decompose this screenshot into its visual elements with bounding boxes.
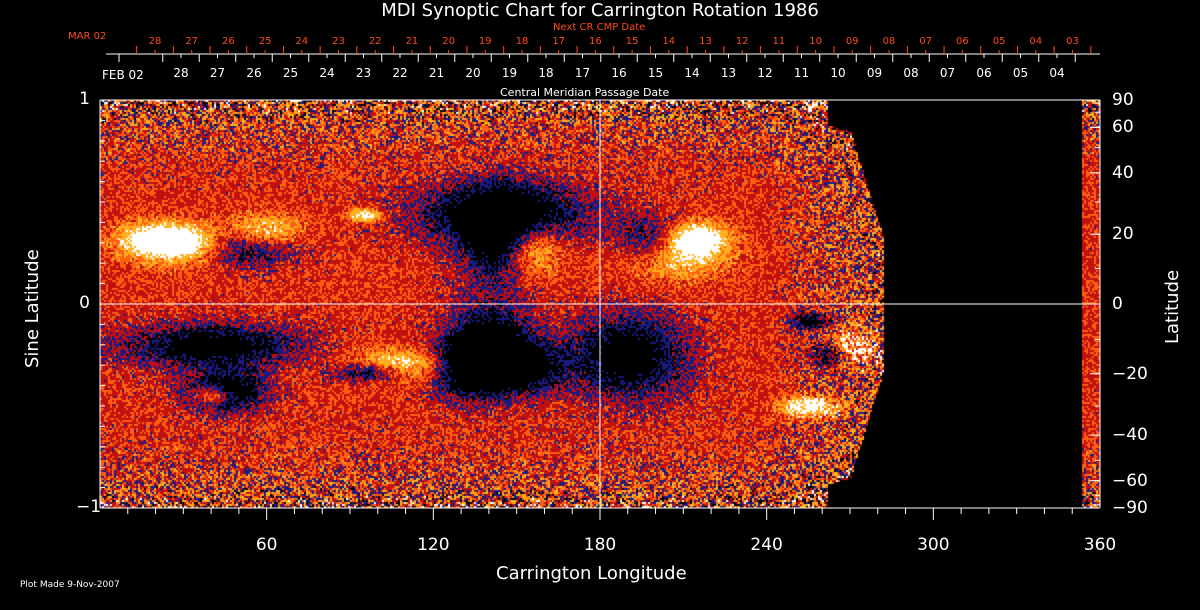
chart-title: MDI Synoptic Chart for Carrington Rotati… <box>381 0 819 21</box>
cmp-day-label: 11 <box>793 66 810 80</box>
y-tick-label-right: −40 <box>1112 425 1148 446</box>
next-cr-day-label: 19 <box>478 36 492 47</box>
y-tick-label-left: 1 <box>79 89 90 109</box>
cmp-start-label: FEB 02 <box>102 68 144 82</box>
cmp-day-label: 23 <box>355 66 372 80</box>
next-cr-day-label: 26 <box>222 36 235 47</box>
x-tick-label: 120 <box>417 535 450 555</box>
next-cr-day-label: 13 <box>699 36 712 47</box>
cmp-day-label: 14 <box>684 66 700 80</box>
cmp-day-label: 04 <box>1049 66 1065 80</box>
next-cr-day-label: 17 <box>552 36 566 47</box>
y-tick-label-right: 0 <box>1112 294 1123 314</box>
y-tick-label-right: −90 <box>1112 498 1148 518</box>
cmp-day-label: 09 <box>866 66 883 80</box>
next-cr-start-label: MAR 02 <box>68 31 107 42</box>
next-cr-day-label: 20 <box>442 36 455 47</box>
next-cr-day-label: 14 <box>662 36 676 47</box>
cmp-day-label: 06 <box>976 66 992 80</box>
next-cr-day-label: 21 <box>405 36 419 47</box>
cmp-day-label: 12 <box>757 66 773 80</box>
y-tick-label-right: 90 <box>1112 90 1134 110</box>
y-tick-label-left: 0 <box>79 293 90 313</box>
y-tick-label-right: 40 <box>1112 162 1134 183</box>
next-cr-day-label: 28 <box>148 36 162 47</box>
y-tick-label-left: −1 <box>76 497 102 517</box>
x-tick-label: 300 <box>917 535 950 555</box>
next-cr-day-label: 18 <box>515 36 529 47</box>
y-tick-label-right: −20 <box>1112 363 1148 384</box>
plot-made-note: Plot Made 9-Nov-2007 <box>20 580 120 590</box>
cmp-day-label: 17 <box>574 66 591 80</box>
cmp-day-label: 13 <box>720 66 737 80</box>
cmp-day-label: 21 <box>428 66 445 80</box>
x-tick-label: 240 <box>750 535 783 555</box>
y-axis-label-right: Latitude <box>1162 269 1183 344</box>
next-cr-day-label: 07 <box>919 36 933 47</box>
cmp-day-label: 16 <box>611 66 627 80</box>
cmp-day-label: 26 <box>246 66 262 80</box>
y-tick-label-right: 20 <box>1112 224 1134 245</box>
next-cr-day-label: 11 <box>772 36 786 47</box>
y-axis-label-left: Sine Latitude <box>22 249 43 368</box>
cmp-day-label: 07 <box>939 66 956 80</box>
cmp-day-label: 08 <box>903 66 919 80</box>
next-cr-day-label: 12 <box>735 36 749 47</box>
next-cr-day-label: 09 <box>845 36 859 47</box>
y-tick-label-right: 60 <box>1112 117 1134 138</box>
next-cr-day-label: 06 <box>956 36 969 47</box>
next-cr-day-label: 24 <box>295 36 309 47</box>
cmp-day-label: 20 <box>465 66 481 80</box>
x-tick-label: 60 <box>255 535 278 555</box>
cmp-day-label: 05 <box>1012 66 1029 80</box>
cmp-day-label: 15 <box>647 66 664 80</box>
x-tick-label: 360 <box>1083 535 1117 555</box>
next-cr-day-label: 08 <box>882 36 896 47</box>
cmp-day-label: 28 <box>173 66 189 80</box>
next-cr-day-label: 15 <box>625 36 639 47</box>
cmp-day-label: 27 <box>209 66 226 80</box>
x-tick-label: 180 <box>583 535 617 555</box>
cmp-day-label: 10 <box>830 66 846 80</box>
next-cr-day-label: 25 <box>258 36 272 47</box>
y-tick-label-right: −60 <box>1112 470 1148 491</box>
cmp-day-label: 19 <box>501 66 518 80</box>
cmp-day-label: 22 <box>392 66 408 80</box>
x-axis-label: Carrington Longitude <box>496 563 687 584</box>
next-cr-axis-label: Next CR CMP Date <box>553 22 646 33</box>
next-cr-day-label: 03 <box>1066 36 1079 47</box>
cmp-day-label: 25 <box>282 66 299 80</box>
next-cr-day-label: 22 <box>368 36 382 47</box>
next-cr-day-label: 04 <box>1029 36 1043 47</box>
next-cr-day-label: 23 <box>332 36 345 47</box>
next-cr-day-label: 10 <box>809 36 822 47</box>
next-cr-day-label: 16 <box>589 36 602 47</box>
cmp-axis-label: Central Meridian Passage Date <box>500 86 670 99</box>
next-cr-day-label: 27 <box>185 36 199 47</box>
next-cr-day-label: 05 <box>992 36 1006 47</box>
cmp-day-label: 18 <box>538 66 554 80</box>
cmp-day-label: 24 <box>319 66 335 80</box>
